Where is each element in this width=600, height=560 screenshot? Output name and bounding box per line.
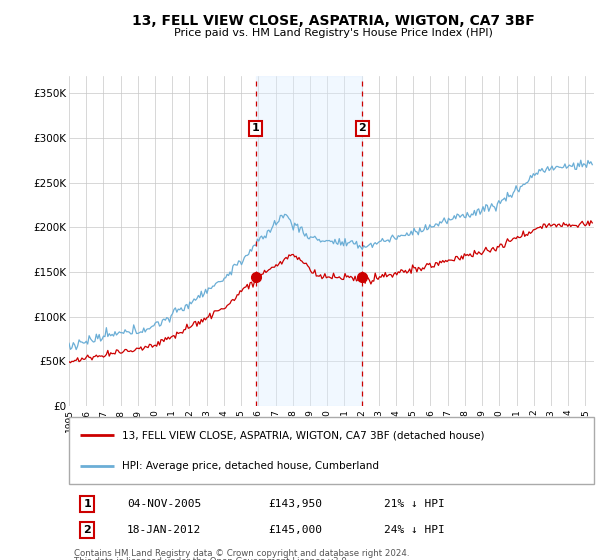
Text: HPI: Average price, detached house, Cumberland: HPI: Average price, detached house, Cumb… [121,461,379,472]
Text: Price paid vs. HM Land Registry's House Price Index (HPI): Price paid vs. HM Land Registry's House … [173,28,493,38]
Text: £143,950: £143,950 [269,499,323,509]
Text: 13, FELL VIEW CLOSE, ASPATRIA, WIGTON, CA7 3BF (detached house): 13, FELL VIEW CLOSE, ASPATRIA, WIGTON, C… [121,430,484,440]
Bar [256,76,362,406]
Text: 2: 2 [83,525,91,535]
Text: Contains HM Land Registry data © Crown copyright and database right 2024.: Contains HM Land Registry data © Crown c… [74,549,410,558]
Text: 13, FELL VIEW CLOSE, ASPATRIA, WIGTON, CA7 3BF: 13, FELL VIEW CLOSE, ASPATRIA, WIGTON, C… [131,14,535,28]
Text: 2: 2 [359,123,367,133]
Text: 1: 1 [252,123,259,133]
Text: 21% ↓ HPI: 21% ↓ HPI [384,499,445,509]
Text: £145,000: £145,000 [269,525,323,535]
Text: This data is licensed under the Open Government Licence v3.0.: This data is licensed under the Open Gov… [74,557,350,560]
Text: 04-NOV-2005: 04-NOV-2005 [127,499,201,509]
Text: 1: 1 [83,499,91,509]
Text: 24% ↓ HPI: 24% ↓ HPI [384,525,445,535]
Text: 18-JAN-2012: 18-JAN-2012 [127,525,201,535]
